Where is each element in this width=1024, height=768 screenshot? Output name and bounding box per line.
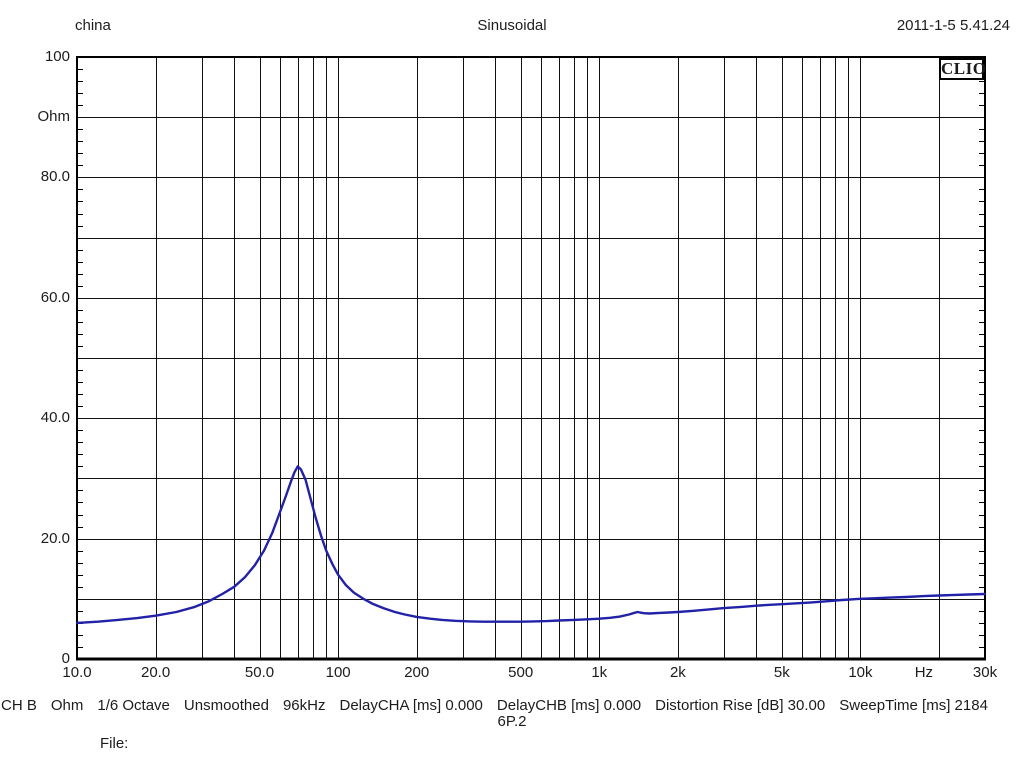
x-tick-label: 5k (773, 664, 790, 681)
x-tick-label: 200 (404, 664, 430, 681)
status-item: SweepTime [ms] 2184 (839, 697, 988, 714)
header: china Sinusoidal 2011-1-5 5.41.24 (0, 17, 1024, 37)
header-datetime: 2011-1-5 5.41.24 (896, 17, 1010, 34)
measurement-subtitle: 6P.2 (497, 713, 527, 730)
x-tick-label: 2k (669, 664, 686, 681)
status-item: CH B (1, 697, 37, 714)
impedance-curve (75, 465, 987, 625)
y-axis-unit-label: Ohm (37, 108, 70, 126)
x-axis-unit-label: Hz (914, 664, 934, 681)
status-item: DelayCHB [ms] 0.000 (496, 697, 642, 714)
x-tick-label: 10k (848, 664, 873, 681)
x-tick-label: 30k (972, 664, 998, 681)
x-tick-label: 20.0 (141, 664, 171, 681)
clio-logo: CLIO (939, 58, 987, 80)
x-tick-label: 10.0 (62, 664, 92, 681)
status-item: Unsmoothed (183, 697, 269, 714)
status-item: Ohm (50, 697, 84, 714)
x-tick-label: 1k (591, 664, 608, 681)
y-tick-label: 80.0 (40, 168, 70, 186)
measurement-status-bar: CH B Ohm 1/6 Octave Unsmoothed 96kHz DelayCHA… (1, 697, 1024, 716)
y-tick-label: 0 (61, 650, 70, 667)
status-item: Distortion Rise [dB] 30.00 (655, 697, 826, 714)
y-tick-label: 100 (44, 48, 70, 65)
y-tick-label: 60.0 (40, 288, 70, 306)
x-tick-label: 50.0 (244, 664, 275, 681)
y-tick-label: 40.0 (40, 409, 70, 427)
file-label: File: (100, 735, 129, 752)
status-item: 96kHz (282, 697, 326, 714)
header-device-label: china (75, 17, 111, 34)
status-item: DelayCHA [ms] 0.000 (339, 697, 483, 714)
y-tick-label: 20.0 (40, 529, 70, 547)
status-item: 1/6 Octave (97, 697, 170, 714)
x-tick-label: 500 (508, 664, 534, 681)
measurement-type-title: Sinusoidal (477, 17, 547, 34)
x-tick-label: 100 (325, 664, 351, 681)
